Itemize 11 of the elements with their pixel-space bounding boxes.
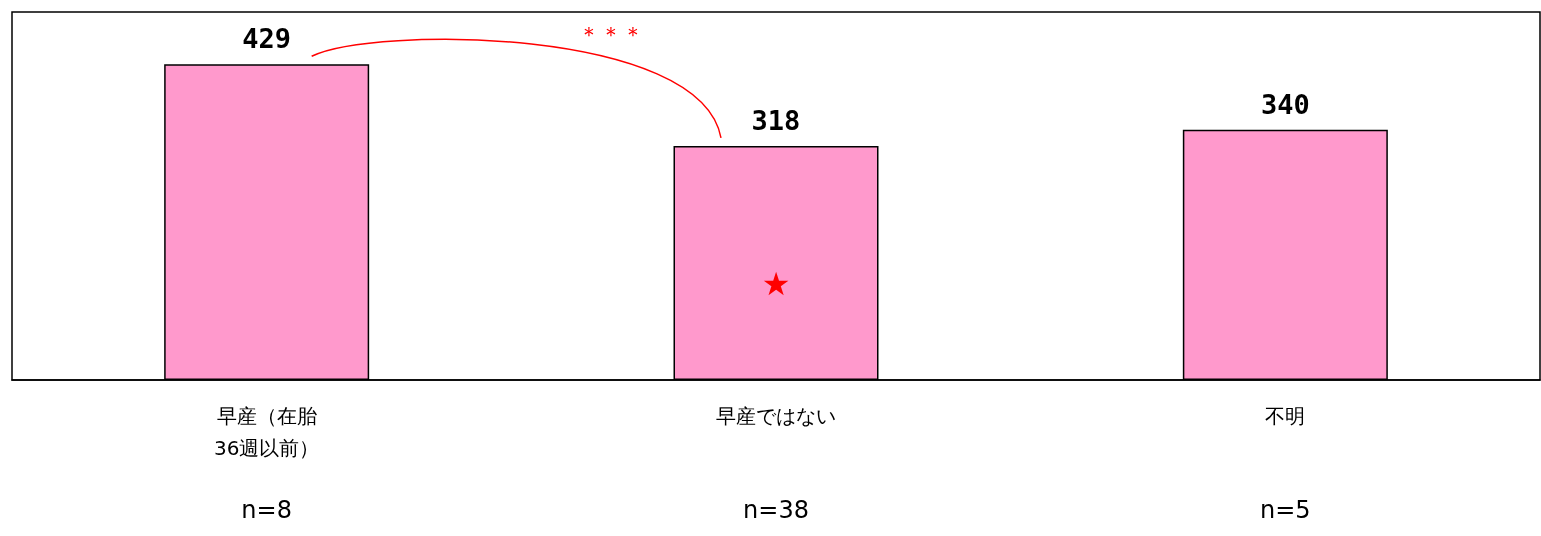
text: n=38	[743, 496, 809, 524]
data-label: 318	[751, 104, 801, 136]
data-label: 340	[1260, 88, 1310, 120]
annotation: ★	[761, 265, 791, 304]
x-tick-label: 早産ではない	[716, 404, 836, 428]
text: n=5	[1260, 496, 1311, 524]
annotation: ＊＊＊	[578, 22, 645, 47]
x-tick-label: 不明	[1265, 404, 1306, 428]
data-label: 429	[242, 23, 292, 55]
x-tick-label: 早産（在胎 36週以前）	[213, 404, 320, 460]
text: n=8	[241, 496, 292, 524]
